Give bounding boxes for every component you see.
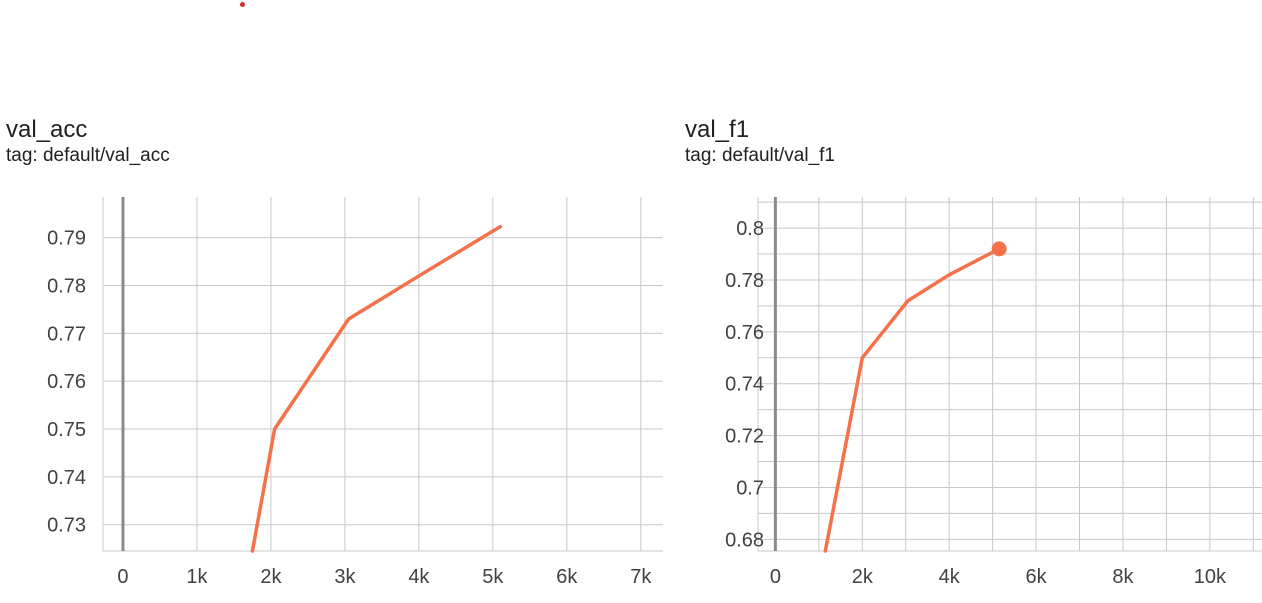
y-tick-label: 0.73: [47, 515, 86, 537]
y-tick-label: 0.74: [725, 374, 764, 396]
y-tick-label: 0.7: [736, 477, 764, 499]
x-tick-label: 0: [117, 566, 128, 588]
val-f1-plot[interactable]: 0 2k 4k 6k 8k 10k 0.68 0.7 0.72 0.74 0.76 0.78 0.8: [680, 185, 1262, 603]
x-tick-label: 2k: [260, 566, 282, 588]
y-tick-label: 0.75: [47, 419, 86, 441]
y-tick-label: 0.72: [725, 426, 764, 448]
x-tick-label: 10k: [1194, 566, 1227, 588]
status-dot: [240, 2, 245, 7]
val-acc-plot[interactable]: 0 1k 2k 3k 4k 5k 6k 7k 0.73 0.74 0.75 0.76 0.77 0.78 0…: [0, 185, 670, 603]
highlight-point: [991, 241, 1007, 257]
y-tick-label: 0.74: [47, 467, 86, 489]
chart-tag: tag: default/val_f1: [685, 145, 835, 166]
x-tick-label: 8k: [1112, 566, 1134, 588]
y-tick-label: 0.78: [725, 270, 764, 292]
x-tick-label: 1k: [186, 566, 208, 588]
chart-card-val-f1: val_f1 tag: default/val_f1: [685, 110, 1262, 168]
chart-title: val_f1: [685, 116, 750, 143]
x-tick-label: 5k: [482, 566, 504, 588]
x-tick-label: 0: [770, 566, 781, 588]
y-tick-label: 0.78: [47, 276, 86, 298]
series-line: [250, 224, 503, 553]
y-tick-label: 0.8: [736, 218, 764, 240]
x-tick-label: 3k: [334, 566, 356, 588]
y-tick-label: 0.79: [47, 228, 86, 250]
x-tick-label: 6k: [556, 566, 578, 588]
chart-card-val-acc: val_acc tag: default/val_acc: [6, 110, 668, 168]
y-tick-label: 0.68: [725, 529, 764, 551]
grid: [103, 197, 663, 551]
x-tick-label: 6k: [1026, 566, 1048, 588]
x-tick-label: 4k: [408, 566, 430, 588]
x-tick-label: 4k: [939, 566, 961, 588]
y-tick-label: 0.77: [47, 323, 86, 345]
y-tick-label: 0.76: [47, 371, 86, 393]
chart-title: val_acc: [6, 116, 88, 143]
grid: [758, 197, 1262, 551]
series-line: [823, 247, 1001, 553]
chart-tag: tag: default/val_acc: [6, 145, 170, 166]
x-tick-label: 7k: [630, 566, 652, 588]
y-tick-label: 0.76: [725, 322, 764, 344]
x-tick-label: 2k: [852, 566, 874, 588]
